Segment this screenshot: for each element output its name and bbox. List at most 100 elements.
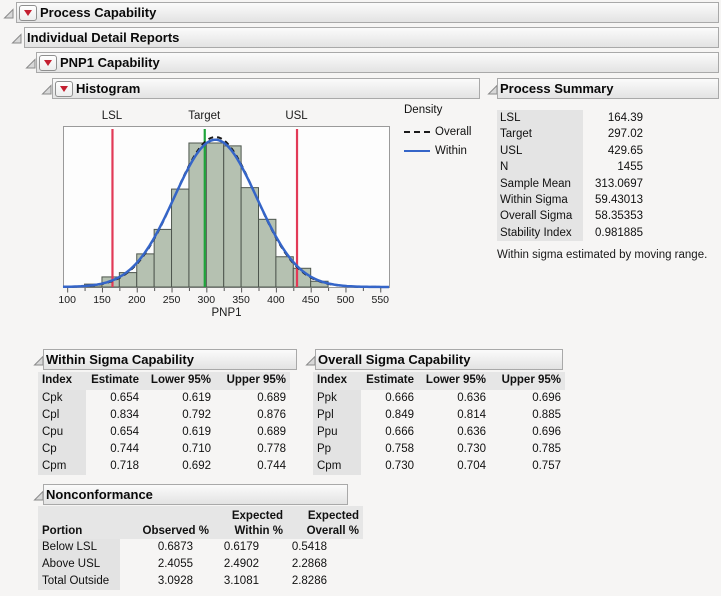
table-row: Pp 0.758 0.730 0.785 (313, 441, 565, 458)
cell: 0.758 (385, 443, 414, 455)
row-label: Ppu (313, 424, 361, 441)
table-row: Cpk 0.654 0.619 0.689 (38, 390, 290, 407)
cell: 0.849 (385, 409, 414, 421)
cell: 0.654 (110, 426, 139, 438)
cell: 0.654 (110, 392, 139, 404)
table-row: Cpu 0.654 0.619 0.689 (38, 424, 290, 441)
column-header: Lower 95% (143, 372, 215, 390)
row-value: 297.02 (607, 128, 643, 141)
table-row: Ppk 0.666 0.636 0.696 (313, 390, 565, 407)
cell: 0.710 (182, 443, 211, 455)
svg-text:400: 400 (267, 294, 285, 306)
disclosure-triangle-icon[interactable] (41, 84, 52, 95)
disclosure-triangle-icon[interactable] (25, 58, 36, 69)
cell: 0.757 (532, 460, 561, 472)
section-title: Individual Detail Reports (27, 30, 180, 45)
cell: 0.730 (385, 460, 414, 472)
row-label: USL (497, 142, 583, 160)
row-label: Target (497, 126, 583, 143)
svg-text:150: 150 (93, 294, 111, 306)
cell: 2.4055 (157, 558, 193, 570)
column-header: Estimate (86, 372, 143, 390)
red-triangle-menu-button[interactable] (55, 80, 73, 97)
within-sigma-capability-header: Within Sigma Capability (43, 349, 297, 370)
cell: 0.778 (257, 443, 286, 455)
table-row: Overall Sigma 58.35353 (497, 208, 643, 225)
page-title: Process Capability (40, 5, 157, 20)
cell: 3.0928 (157, 575, 193, 587)
overall-sigma-capability-header: Overall Sigma Capability (315, 349, 563, 370)
cell: 3.1081 (223, 575, 259, 587)
column-header: Upper 95% (490, 372, 565, 390)
individual-detail-reports-header: Individual Detail Reports (24, 27, 719, 48)
cell: 0.704 (457, 460, 486, 472)
red-triangle-icon (44, 59, 52, 66)
cell: 0.792 (182, 409, 211, 421)
svg-text:500: 500 (337, 294, 355, 306)
disclosure-triangle-icon[interactable] (3, 8, 14, 19)
column-header: Index (313, 372, 361, 390)
row-value: 313.0697 (595, 177, 643, 190)
table-row: Stability Index 0.981885 (497, 224, 643, 242)
table-row: LSL 164.39 (497, 110, 643, 127)
process-capability-header: Process Capability (16, 2, 719, 23)
table-row: Cpm 0.730 0.704 0.757 (313, 458, 565, 475)
legend-item-within: Within (404, 144, 471, 158)
table-row: Total Outside 3.0928 3.1081 2.8286 (38, 573, 363, 590)
process-summary-header: Process Summary (497, 78, 719, 99)
table-row: Cpl 0.834 0.792 0.876 (38, 407, 290, 424)
column-header: Estimate (361, 372, 418, 390)
disclosure-triangle-icon[interactable] (11, 33, 22, 44)
cell: 0.718 (110, 460, 139, 472)
row-label: Below LSL (38, 539, 120, 556)
column-header: Expected Within % (213, 506, 287, 539)
pnp1-capability-header: PNP1 Capability (36, 52, 719, 73)
spec-limit-labels: LSL Target USL (63, 110, 390, 124)
row-label: Pp (313, 441, 361, 458)
row-label: Ppl (313, 407, 361, 424)
row-label: Cpk (38, 390, 86, 407)
table-row: Below LSL 0.6873 0.6179 0.5418 (38, 539, 363, 556)
svg-text:200: 200 (128, 294, 146, 306)
table-row: USL 429.65 (497, 142, 643, 160)
spec-label-target: Target (188, 110, 221, 122)
cell: 0.744 (110, 443, 139, 455)
row-label: Ppk (313, 390, 361, 407)
row-label: Sample Mean (497, 175, 583, 192)
column-header: Lower 95% (418, 372, 490, 390)
red-triangle-icon (24, 9, 32, 16)
cell: 0.785 (532, 443, 561, 455)
red-triangle-menu-button[interactable] (19, 4, 37, 21)
within-sigma-capability-table: Index Estimate Lower 95% Upper 95% Cpk 0… (38, 372, 290, 475)
table-row: Cp 0.744 0.710 0.778 (38, 441, 290, 458)
row-value: 1455 (617, 161, 643, 174)
cell: 0.6179 (223, 541, 259, 553)
section-title: Within Sigma Capability (46, 352, 194, 367)
table-row: Sample Mean 313.0697 (497, 175, 643, 192)
cell: 0.696 (532, 426, 561, 438)
column-header: Portion (38, 506, 128, 539)
process-summary-table: LSL 164.39 Target 297.02 USL 429.65 N 1455 S… (497, 110, 643, 242)
row-value: 59.43013 (595, 193, 643, 206)
cell: 0.619 (182, 392, 211, 404)
cell: 0.730 (457, 443, 486, 455)
density-legend: Density Overall Within (404, 104, 471, 163)
red-triangle-icon (60, 85, 68, 92)
cell: 2.8286 (291, 575, 327, 587)
cell: 0.636 (457, 392, 486, 404)
cell: 0.666 (385, 426, 414, 438)
histogram-plot[interactable]: 100 150 200 250 300 350 400 450 500 550 (58, 126, 390, 310)
red-triangle-menu-button[interactable] (39, 54, 57, 71)
cell: 0.6873 (157, 541, 193, 553)
cell: 0.834 (110, 409, 139, 421)
row-label: Total Outside (38, 573, 120, 590)
legend-item-label: Within (435, 145, 467, 157)
svg-text:350: 350 (232, 294, 250, 306)
section-title: Histogram (76, 81, 141, 96)
row-value: 58.35353 (595, 210, 643, 223)
cell: 0.744 (257, 460, 286, 472)
row-label: LSL (497, 110, 583, 127)
table-row: Ppu 0.666 0.636 0.696 (313, 424, 565, 441)
overall-curve-line-sample (404, 131, 430, 133)
